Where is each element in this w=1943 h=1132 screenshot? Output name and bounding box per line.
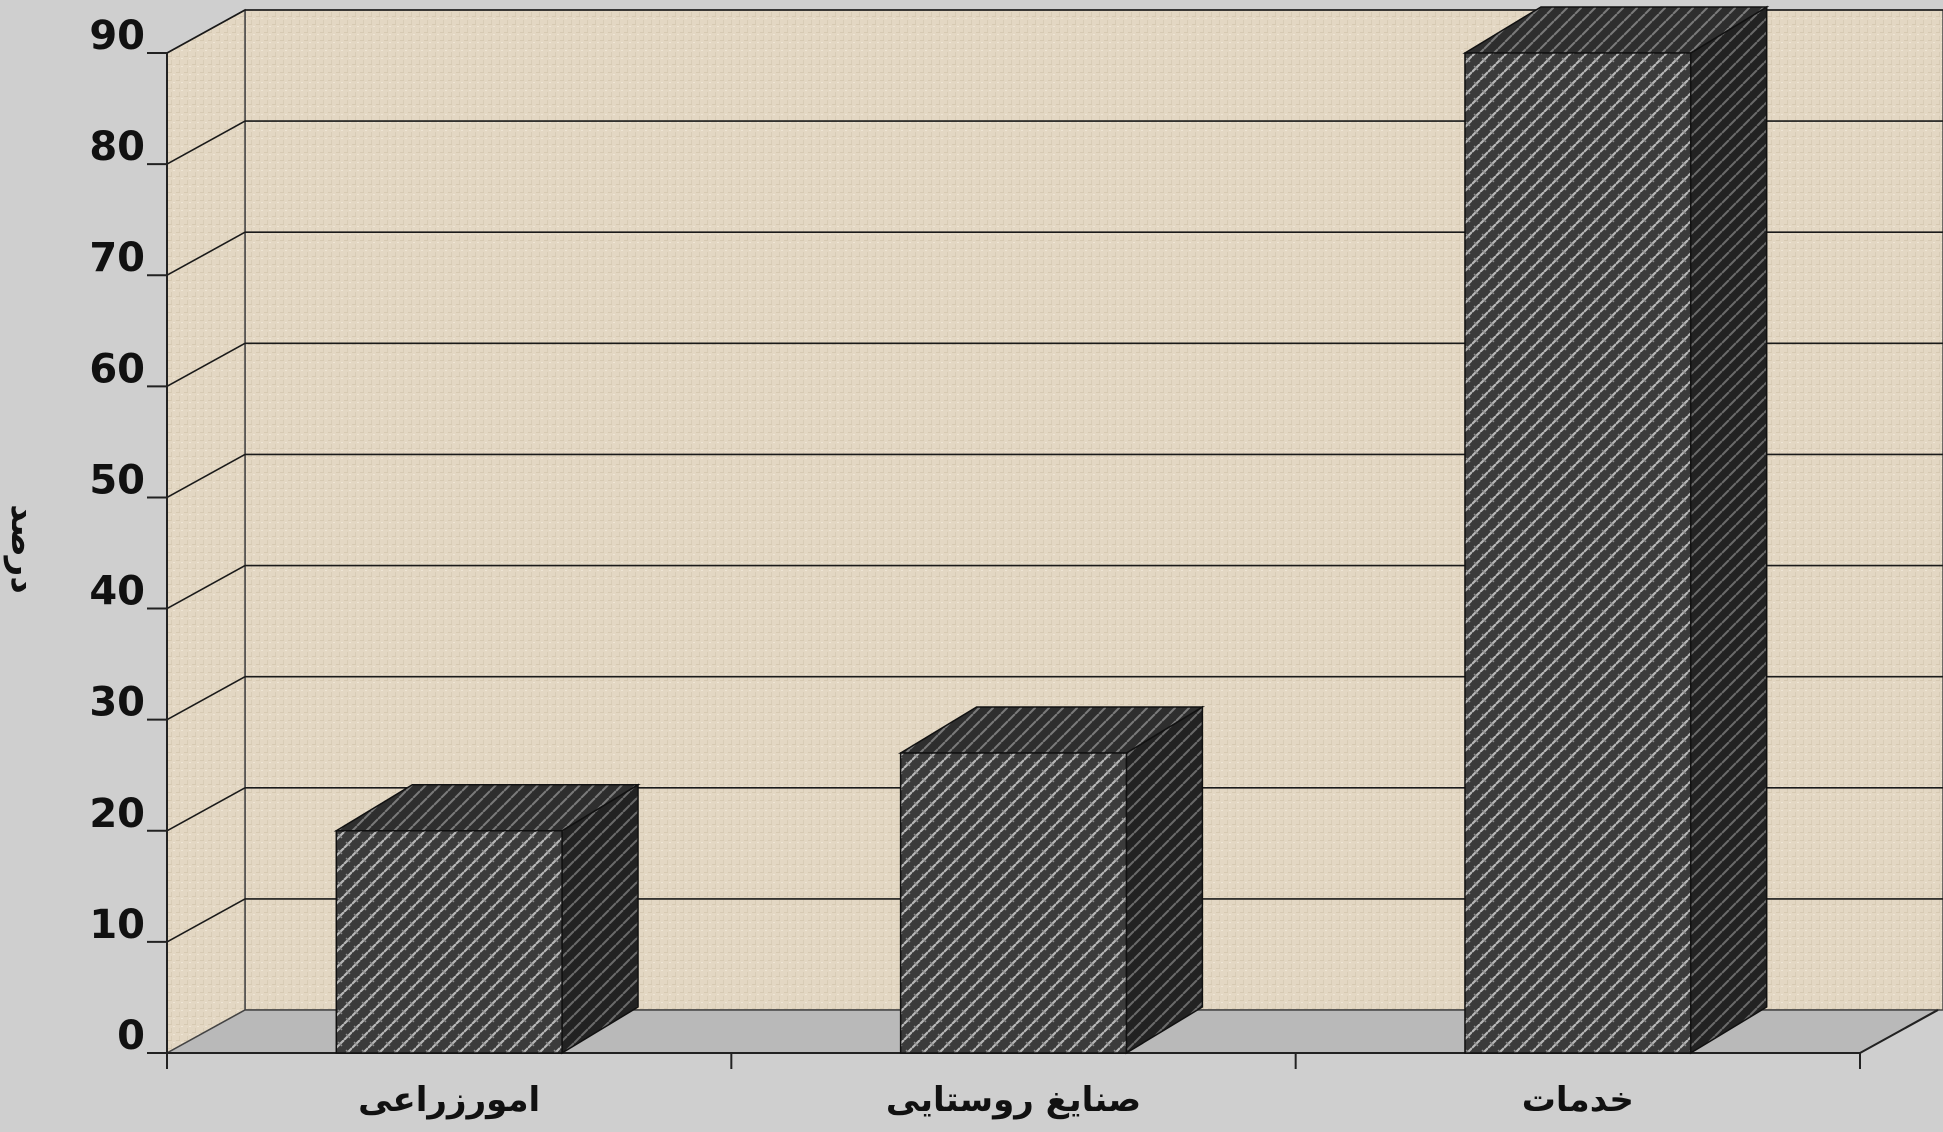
gridline-side — [166, 231, 246, 276]
floor-edge — [1859, 1009, 1939, 1054]
gridline-side — [166, 675, 246, 721]
y-tick-label: 90 — [89, 13, 145, 59]
chart-side-wall — [166, 8, 246, 1055]
y-tick-label: 0 — [117, 1013, 145, 1059]
bar — [897, 705, 1206, 1055]
x-axis-labels: امورزراعی صنایغ روستایی خدمات — [358, 1080, 1634, 1120]
gridline-side — [166, 898, 246, 943]
gridline-side — [166, 120, 246, 165]
bar-front — [335, 830, 563, 1054]
bar-side — [1689, 5, 1768, 1055]
gridline-side — [166, 9, 246, 54]
y-tick-label: 70 — [89, 235, 145, 281]
bar-side — [561, 783, 639, 1055]
bar-front — [1464, 52, 1692, 1054]
y-tick-label: 30 — [89, 680, 145, 726]
y-tick-label: 40 — [89, 569, 145, 615]
y-axis-ticks: 0 10 20 30 40 50 60 70 80 90 — [89, 13, 167, 1059]
bar-front — [899, 752, 1128, 1054]
gridline-side — [166, 787, 246, 832]
x-category-label: صنایغ روستایی — [886, 1080, 1141, 1120]
y-tick-label: 60 — [89, 346, 145, 392]
y-axis-title: درصد — [3, 504, 43, 594]
y-tick-label: 50 — [89, 457, 145, 503]
y-tick-label: 80 — [89, 124, 145, 170]
y-tick-label: 20 — [89, 791, 145, 837]
x-category-label: امورزراعی — [358, 1080, 540, 1120]
gridline-side — [166, 453, 246, 499]
x-category-label: خدمات — [1522, 1080, 1634, 1120]
gridline-side — [166, 564, 246, 610]
gridline-side — [166, 342, 246, 388]
bar — [1462, 5, 1770, 1055]
x-axis-ticks — [166, 1009, 1939, 1069]
bar — [333, 783, 641, 1055]
bars — [333, 5, 1770, 1055]
y-tick-label: 10 — [89, 902, 145, 948]
bar-side — [1125, 705, 1204, 1055]
